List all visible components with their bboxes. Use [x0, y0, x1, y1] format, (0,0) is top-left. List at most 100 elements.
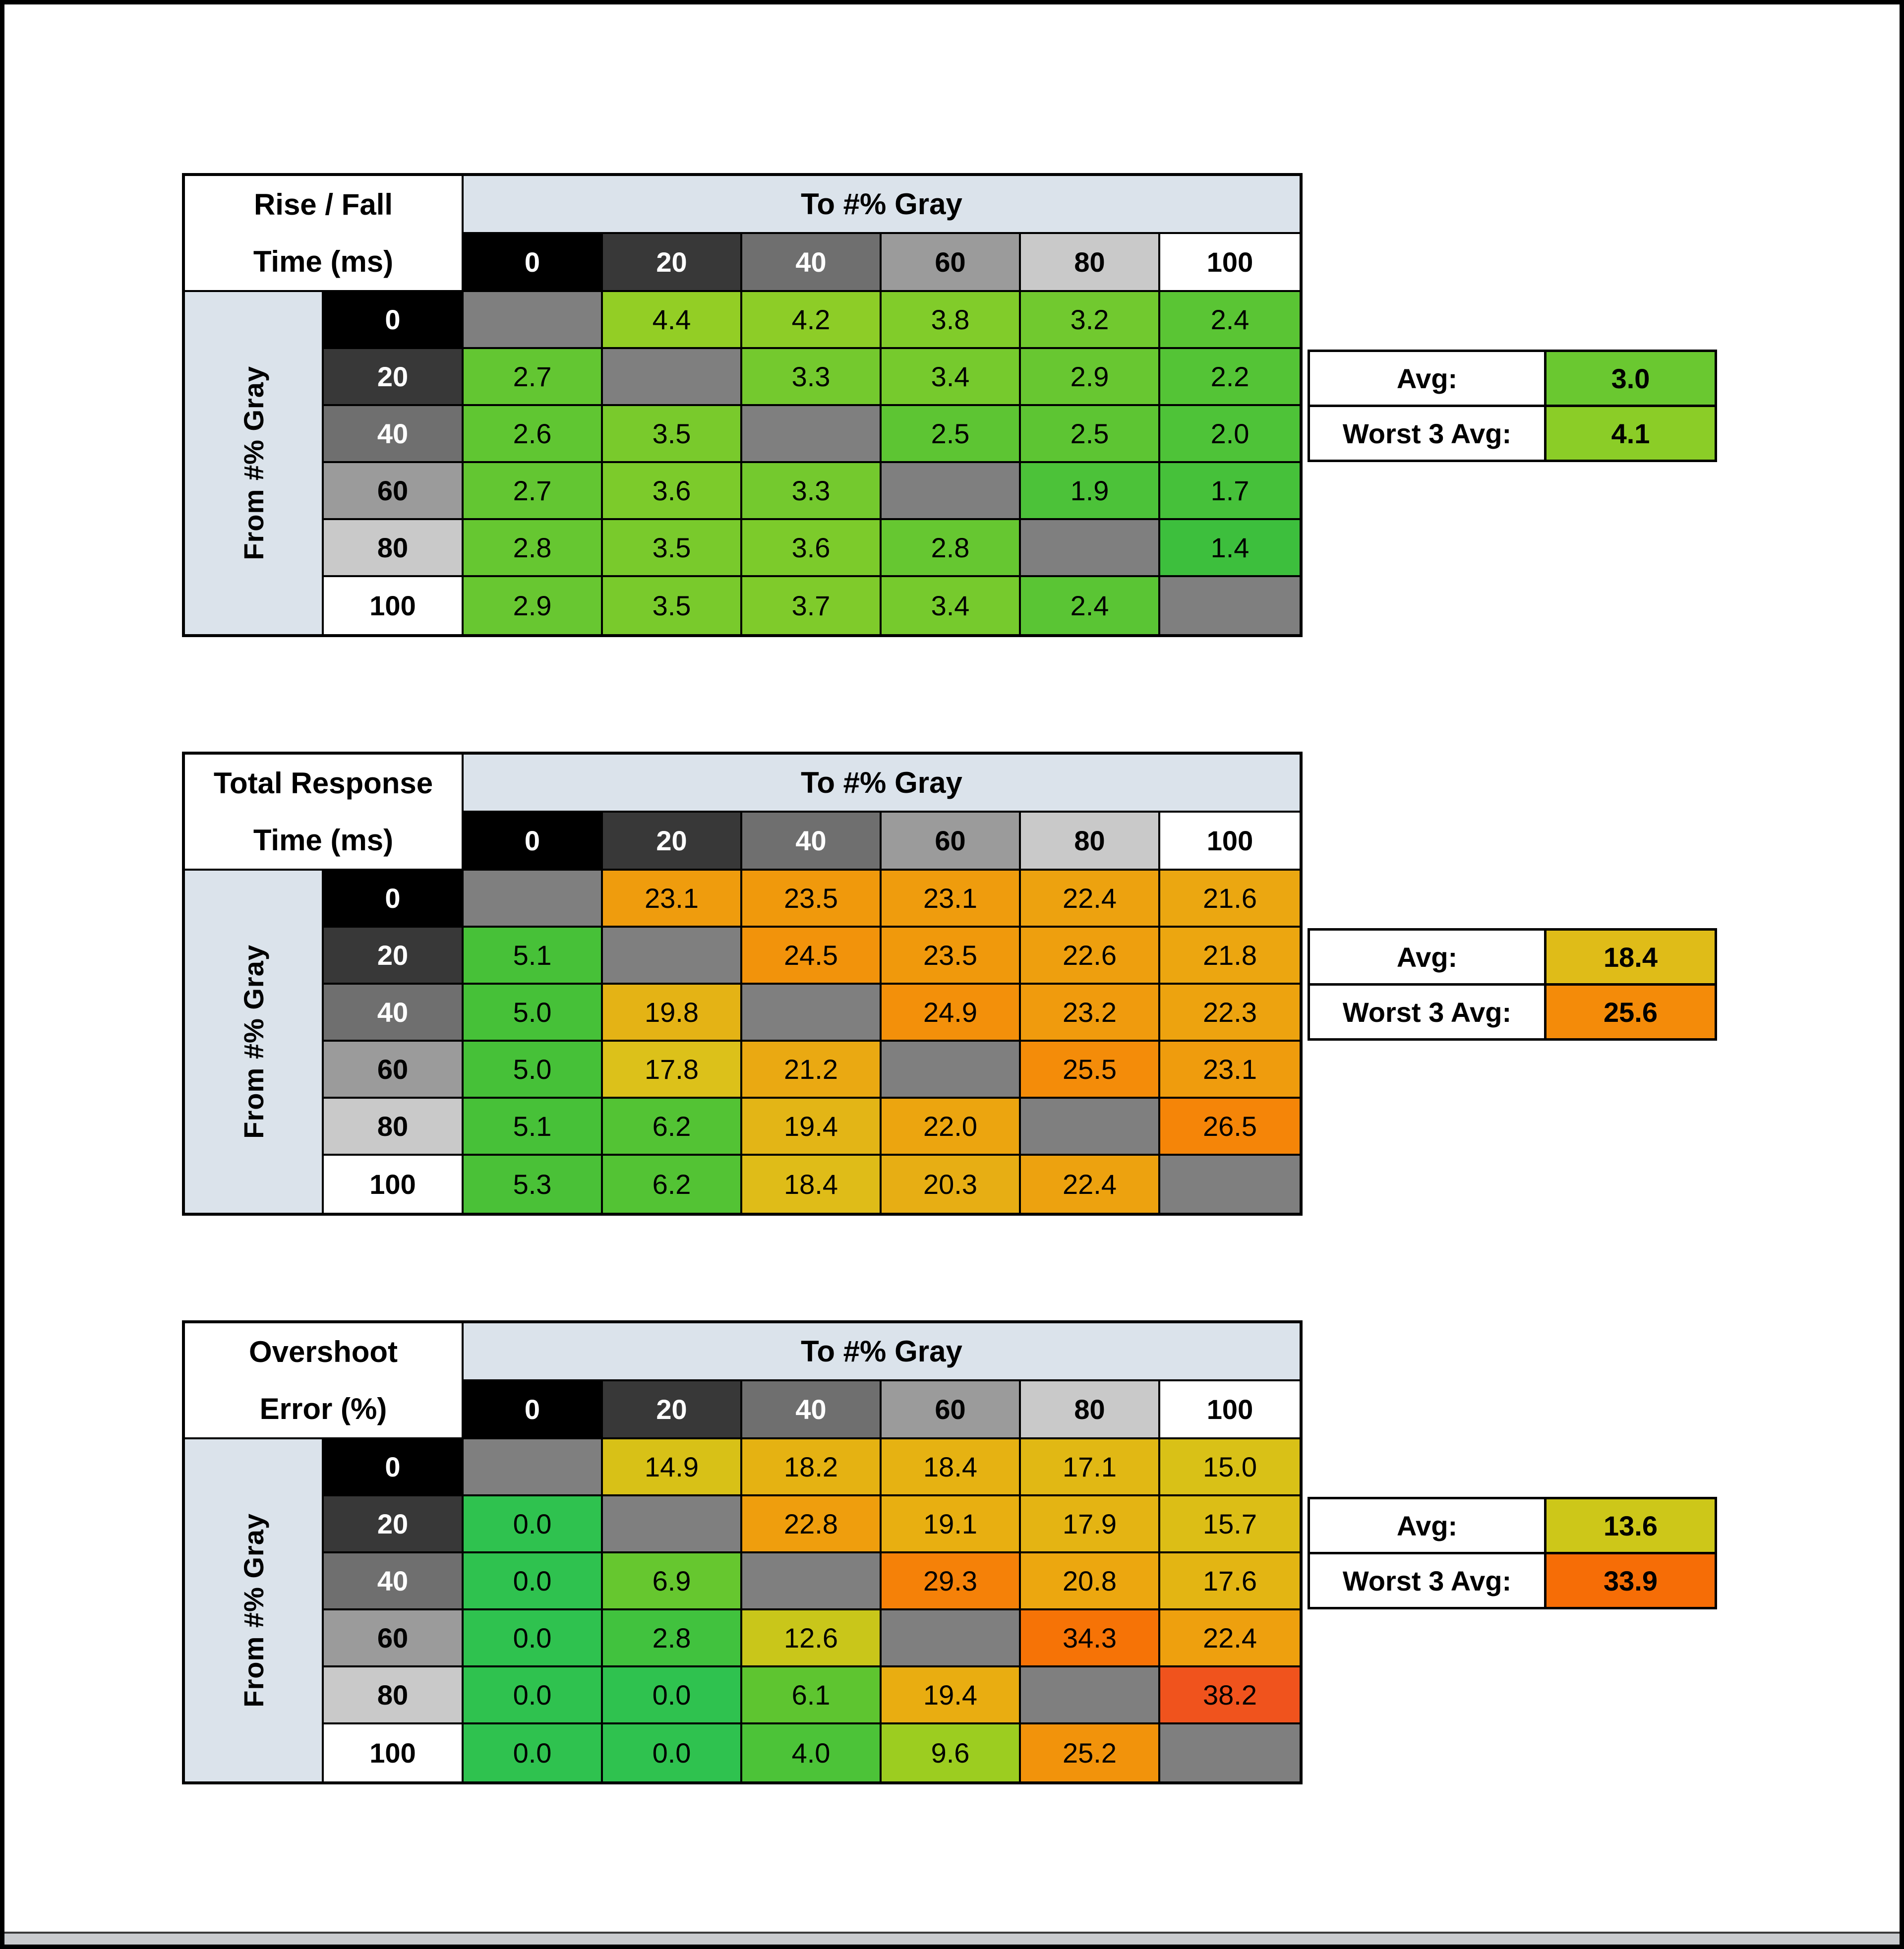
- title-line-1: Overshoot: [248, 1335, 398, 1368]
- value-cell: 25.2: [1021, 1724, 1160, 1781]
- from-gray-header-100: 100: [324, 1724, 464, 1781]
- value-cell: 2.0: [1160, 406, 1300, 463]
- diagonal-cell: [464, 292, 603, 349]
- value-cell: 2.8: [882, 520, 1021, 577]
- value-cell: 17.8: [603, 1042, 742, 1099]
- from-gray-header-40: 40: [324, 406, 464, 463]
- worst3-label: Worst 3 Avg:: [1308, 1552, 1547, 1609]
- value-cell: 3.3: [742, 349, 882, 406]
- total-response-table-block: Total Response Time (ms) To #% Gray From…: [182, 752, 1903, 1216]
- value-cell: 3.5: [603, 577, 742, 634]
- value-cell: 6.1: [742, 1667, 882, 1724]
- rise-fall-table: Rise / Fall Time (ms) To #% Gray From #%…: [182, 173, 1303, 637]
- value-cell: 2.9: [1021, 349, 1160, 406]
- value-cell: 6.9: [603, 1553, 742, 1610]
- diagonal-cell: [464, 871, 603, 928]
- value-cell: 22.4: [1021, 1156, 1160, 1213]
- value-cell: 20.3: [882, 1156, 1021, 1213]
- overshoot-summary: Avg: 13.6 Worst 3 Avg: 33.9: [1308, 1497, 1717, 1609]
- diagonal-cell: [882, 463, 1021, 520]
- rise-fall-title: Rise / Fall Time (ms): [185, 176, 464, 292]
- from-gray-header-80: 80: [324, 1099, 464, 1156]
- value-cell: 15.7: [1160, 1496, 1300, 1553]
- value-cell: 1.9: [1021, 463, 1160, 520]
- worst3-label: Worst 3 Avg:: [1308, 983, 1547, 1041]
- value-cell: 3.5: [603, 520, 742, 577]
- from-gray-band: From #% Gray: [185, 1439, 324, 1781]
- value-cell: 2.2: [1160, 349, 1300, 406]
- diagonal-cell: [603, 1496, 742, 1553]
- worst3-row: Worst 3 Avg: 33.9: [1308, 1552, 1717, 1609]
- value-cell: 23.5: [882, 928, 1021, 985]
- avg-label: Avg:: [1308, 1497, 1547, 1554]
- to-gray-header-20: 20: [603, 813, 742, 871]
- horizontal-scrollbar-track[interactable]: [4, 1932, 1900, 1945]
- value-cell: 19.8: [603, 985, 742, 1042]
- from-gray-header-40: 40: [324, 1553, 464, 1610]
- value-cell: 3.5: [603, 406, 742, 463]
- avg-row: Avg: 13.6: [1308, 1497, 1717, 1554]
- to-gray-header-80: 80: [1021, 813, 1160, 871]
- from-gray-label: From #% Gray: [238, 366, 269, 560]
- from-gray-header-0: 0: [324, 1439, 464, 1496]
- avg-label: Avg:: [1308, 928, 1547, 986]
- value-cell: 9.6: [882, 1724, 1021, 1781]
- value-cell: 2.5: [1021, 406, 1160, 463]
- avg-row: Avg: 18.4: [1308, 928, 1717, 986]
- from-gray-header-100: 100: [324, 1156, 464, 1213]
- to-gray-header-20: 20: [603, 234, 742, 292]
- value-cell: 6.2: [603, 1099, 742, 1156]
- from-gray-header-60: 60: [324, 463, 464, 520]
- value-cell: 1.4: [1160, 520, 1300, 577]
- value-cell: 2.9: [464, 577, 603, 634]
- avg-value: 18.4: [1547, 928, 1717, 986]
- worst3-row: Worst 3 Avg: 25.6: [1308, 983, 1717, 1041]
- value-cell: 19.1: [882, 1496, 1021, 1553]
- from-gray-label: From #% Gray: [238, 945, 269, 1139]
- from-gray-header-0: 0: [324, 871, 464, 928]
- value-cell: 18.2: [742, 1439, 882, 1496]
- overshoot-table: Overshoot Error (%) To #% Gray From #% G…: [182, 1320, 1303, 1784]
- value-cell: 4.0: [742, 1724, 882, 1781]
- worst3-value: 33.9: [1547, 1552, 1717, 1609]
- rise-fall-table-block: Rise / Fall Time (ms) To #% Gray From #%…: [182, 173, 1903, 637]
- to-gray-header-80: 80: [1021, 234, 1160, 292]
- value-cell: 3.4: [882, 349, 1021, 406]
- value-cell: 18.4: [742, 1156, 882, 1213]
- diagonal-cell: [1021, 520, 1160, 577]
- from-gray-header-80: 80: [324, 1667, 464, 1724]
- diagonal-cell: [603, 928, 742, 985]
- value-cell: 2.4: [1021, 577, 1160, 634]
- diagonal-cell: [742, 406, 882, 463]
- value-cell: 23.1: [882, 871, 1021, 928]
- avg-row: Avg: 3.0: [1308, 350, 1717, 407]
- overshoot-title: Overshoot Error (%): [185, 1323, 464, 1439]
- from-gray-header-60: 60: [324, 1042, 464, 1099]
- diagonal-cell: [464, 1439, 603, 1496]
- value-cell: 22.6: [1021, 928, 1160, 985]
- title-line-1: Total Response: [213, 767, 433, 800]
- to-gray-band: To #% Gray: [464, 755, 1300, 813]
- to-gray-label: To #% Gray: [801, 1335, 962, 1368]
- value-cell: 23.2: [1021, 985, 1160, 1042]
- from-gray-label: From #% Gray: [238, 1513, 269, 1708]
- to-gray-header-20: 20: [603, 1381, 742, 1439]
- value-cell: 22.4: [1160, 1610, 1300, 1667]
- to-gray-header-0: 0: [464, 1381, 603, 1439]
- value-cell: 2.8: [603, 1610, 742, 1667]
- value-cell: 15.0: [1160, 1439, 1300, 1496]
- value-cell: 3.7: [742, 577, 882, 634]
- worst3-value: 25.6: [1547, 983, 1717, 1041]
- value-cell: 23.5: [742, 871, 882, 928]
- value-cell: 0.0: [603, 1724, 742, 1781]
- from-gray-header-20: 20: [324, 928, 464, 985]
- value-cell: 21.2: [742, 1042, 882, 1099]
- value-cell: 5.0: [464, 1042, 603, 1099]
- value-cell: 38.2: [1160, 1667, 1300, 1724]
- value-cell: 3.6: [603, 463, 742, 520]
- value-cell: 24.5: [742, 928, 882, 985]
- value-cell: 19.4: [742, 1099, 882, 1156]
- value-cell: 34.3: [1021, 1610, 1160, 1667]
- title-line-2: Time (ms): [253, 245, 394, 278]
- value-cell: 2.7: [464, 349, 603, 406]
